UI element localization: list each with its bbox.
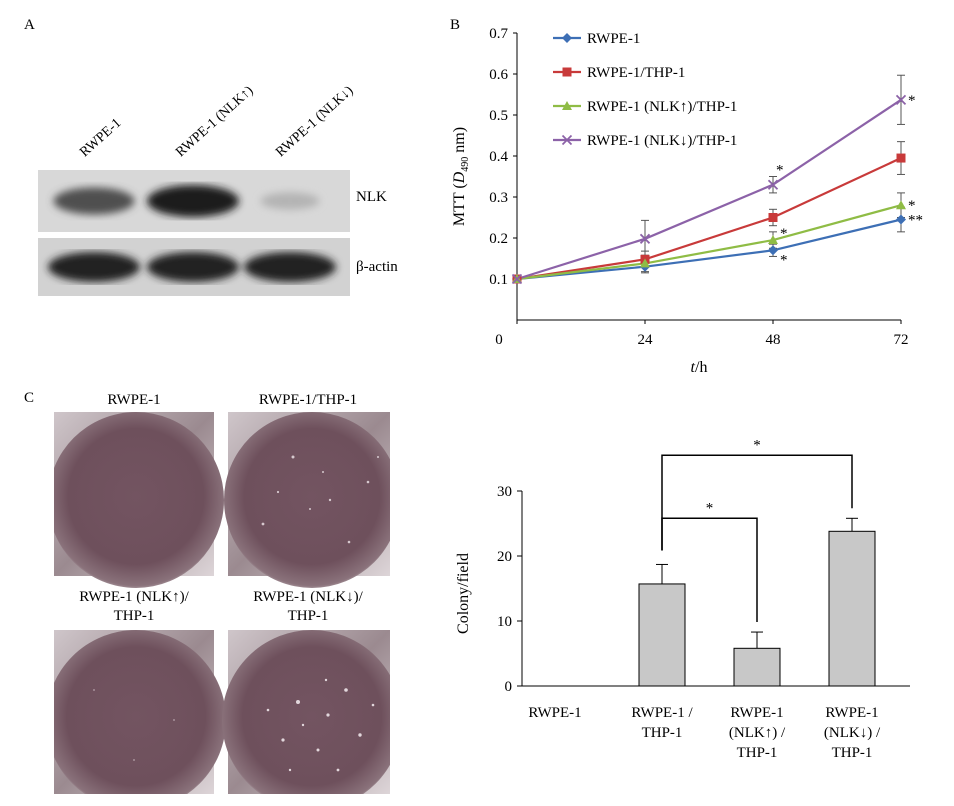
x-axis-label: t/h	[691, 359, 708, 376]
point-s1-p3	[896, 153, 906, 163]
dish-title-3-line1: RWPE-1 (NLK↑)/	[79, 589, 189, 605]
legend-label-0: RWPE-1	[587, 31, 640, 47]
x-tick-label-3: 72	[894, 332, 909, 348]
y-tick-label-5: 0.6	[489, 67, 508, 83]
dish-title-2-line1: RWPE-1/THP-1	[258, 392, 358, 408]
legend-label-1: RWPE-1/THP-1	[587, 65, 685, 81]
dish-rwpe1	[54, 412, 224, 588]
legend-marker-1	[562, 67, 572, 77]
actin-band-lane-3	[244, 252, 336, 282]
series-line-0	[516, 218, 902, 281]
y-axis-label: MTT (D490 nm)	[451, 127, 471, 226]
point-s2-p1	[640, 258, 650, 268]
significance-s2-p3: *	[908, 198, 916, 214]
lane-label-1: RWPE-1	[77, 115, 125, 161]
mtt-line-chart: 0.1 0.2 0.3 0.4 0.5 0.6 0.7 0 24 48 72 t/h MTT (D490…	[451, 26, 923, 376]
bar-2	[733, 647, 781, 687]
x-tick-label-1: 24	[638, 332, 654, 348]
dish-title-4-line1: RWPE-1 (NLK↓)/	[253, 589, 363, 605]
bar-category-label-1-1: THP-1	[642, 725, 683, 741]
bar-category-label-2-0: RWPE-1	[730, 705, 783, 721]
y-tick-label-1: 0.2	[489, 231, 508, 247]
x-tick-label-2: 48	[766, 332, 781, 348]
bar-category-label-1-0: RWPE-1 /	[631, 705, 693, 721]
legend-label-3: RWPE-1 (NLK↓)/THP-1	[587, 133, 737, 149]
significance-s0-p3: **	[908, 213, 923, 229]
point-s3-p1	[639, 233, 651, 244]
dish-title-4-line2: THP-1	[287, 608, 329, 624]
western-blot-image	[38, 170, 350, 296]
significance-star-0: *	[706, 500, 714, 516]
legend-label-2: RWPE-1 (NLK↑)/THP-1	[587, 99, 737, 115]
dish-rwpe1-thp1	[224, 412, 390, 588]
series-line-2	[516, 204, 902, 281]
y-tick-label-2: 0.3	[489, 190, 508, 206]
point-s0-p2	[768, 245, 778, 256]
legend-marker-3	[561, 134, 573, 146]
dish-title-1: RWPE-1	[44, 391, 224, 410]
panel-label-c: C	[24, 390, 35, 406]
colony-bar-chart: 0 10 20 30 Colony/field RWPE-1 RWPE-1 / THP-1 RW…	[455, 437, 910, 761]
y-tick-label-3: 0.4	[489, 149, 508, 165]
x-tick-label-0: 0	[495, 332, 503, 348]
bar-category-label-0-0: RWPE-1	[528, 705, 581, 721]
bar-y-tick-label-2: 20	[497, 549, 512, 565]
bar-y-tick-label-1: 10	[497, 614, 512, 630]
point-s2-p3	[896, 200, 906, 210]
point-s3-p2	[767, 179, 779, 190]
dish-title-4: RWPE-1 (NLK↓)/ THP-1	[218, 588, 398, 626]
nlk-band-lane-3	[260, 192, 320, 210]
point-s0-p3	[896, 214, 906, 225]
band-label-actin: β-actin	[356, 259, 398, 275]
dish-title-3-line2: THP-1	[113, 608, 155, 624]
nlk-band-lane-1	[53, 187, 135, 215]
actin-band-lane-2	[147, 252, 239, 282]
significance-s0-p2: *	[780, 252, 788, 268]
panel-label-b: B	[450, 17, 461, 33]
significance-s3-p3: *	[908, 93, 916, 109]
legend-marker-2	[562, 101, 572, 110]
bar-1	[638, 583, 686, 687]
bar-y-axis-label: Colony/field	[455, 553, 472, 634]
colony-dish-images	[54, 412, 390, 794]
dish-title-1-line1: RWPE-1	[107, 392, 161, 408]
point-s3-p3	[895, 94, 907, 105]
bar-category-label-2-1: (NLK↑) /	[729, 725, 786, 741]
point-s3-p0	[511, 273, 523, 285]
bar-3	[828, 530, 876, 687]
significance-bracket-1	[661, 454, 853, 551]
dish-rwpe1-nlk-down-thp1	[222, 630, 390, 794]
legend-marker-0	[562, 33, 572, 43]
series-line-1	[516, 157, 902, 281]
series-line-3	[516, 98, 902, 281]
point-s2-p2	[768, 235, 778, 245]
significance-star-1: *	[753, 437, 761, 453]
dish-title-2: RWPE-1/THP-1	[218, 391, 398, 410]
panel-label-a: A	[24, 17, 35, 33]
y-tick-label-4: 0.5	[489, 108, 508, 124]
band-label-nlk: NLK	[356, 189, 387, 205]
bar-y-tick-label-0: 0	[505, 679, 513, 695]
y-tick-label-6: 0.7	[489, 26, 508, 42]
bar-y-tick-label-3: 30	[497, 484, 512, 500]
bar-category-label-3-0: RWPE-1	[825, 705, 878, 721]
dish-rwpe1-nlk-up-thp1	[54, 630, 226, 794]
point-s1-p2	[768, 213, 778, 222]
significance-s3-p2: *	[776, 163, 784, 179]
bar-category-label-3-1: (NLK↓) /	[824, 725, 881, 741]
bar-category-label-2-2: THP-1	[737, 745, 778, 761]
significance-s2-p2: *	[780, 226, 788, 242]
dish-title-3: RWPE-1 (NLK↑)/ THP-1	[44, 588, 224, 626]
nlk-band-lane-2	[147, 185, 239, 217]
lane-label-3: RWPE-1 (NLK↓)	[273, 83, 357, 161]
y-tick-label-0: 0.1	[489, 272, 508, 288]
lane-label-2: RWPE-1 (NLK↑)	[173, 83, 257, 161]
actin-band-lane-1	[48, 252, 140, 282]
bar-category-label-3-2: THP-1	[832, 745, 873, 761]
